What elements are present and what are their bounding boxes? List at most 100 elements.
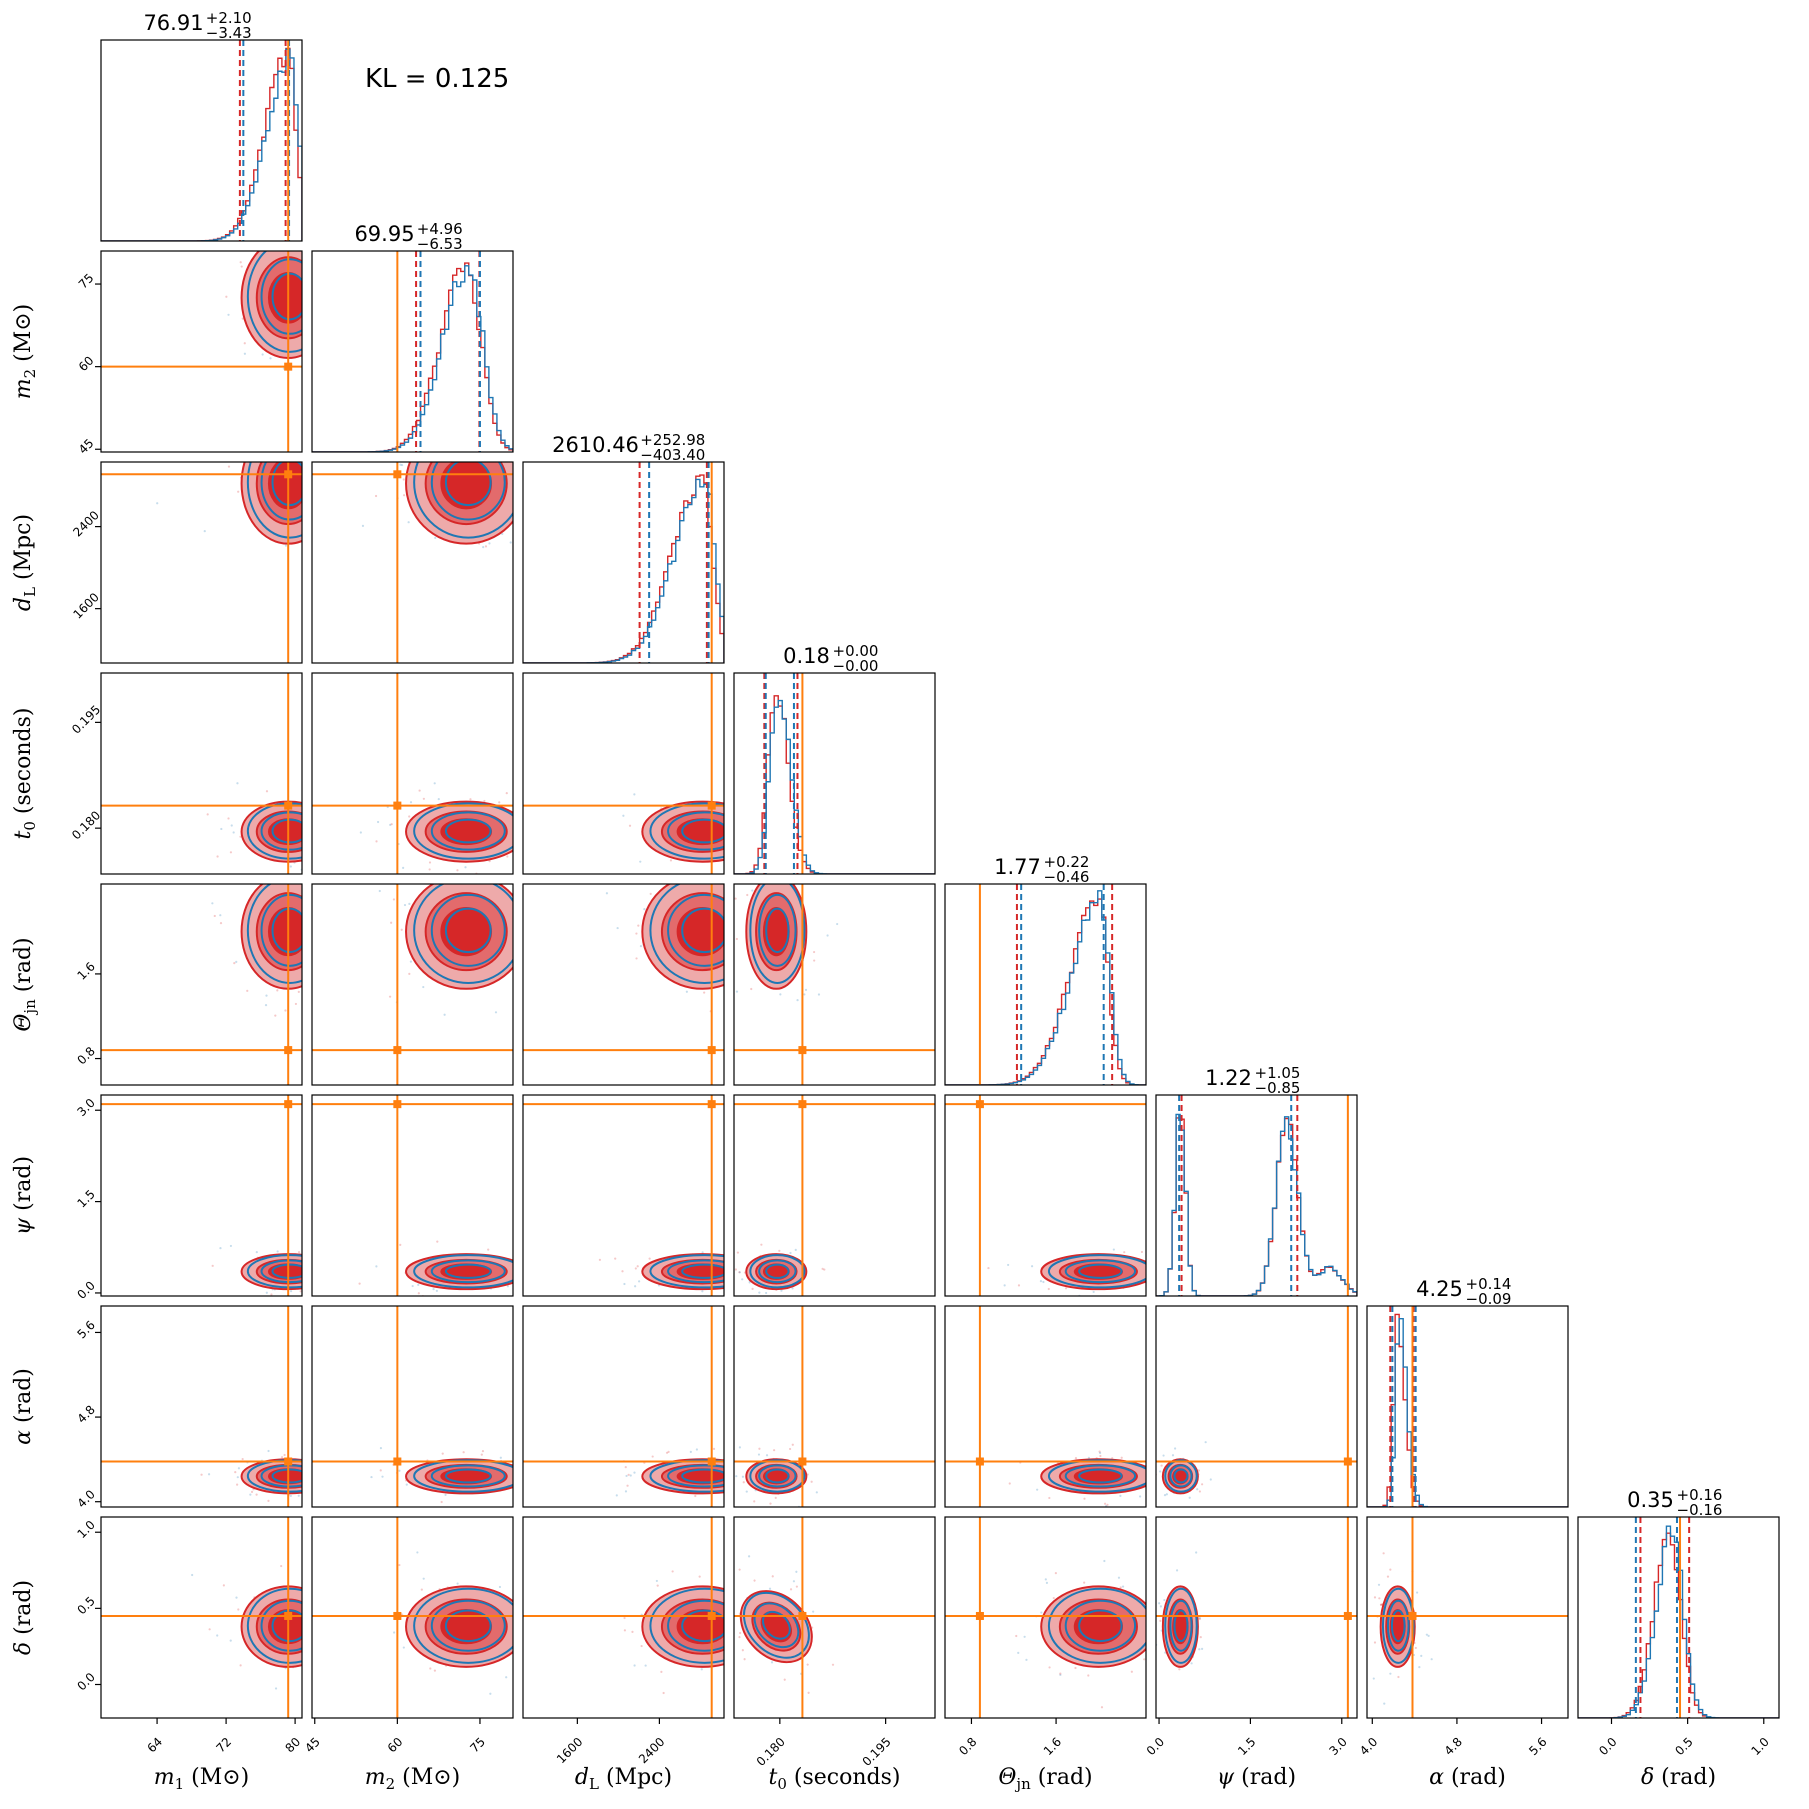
sample-point	[222, 1584, 225, 1587]
sample-point	[738, 1464, 740, 1466]
sample-point	[758, 1291, 761, 1294]
sample-point	[418, 433, 420, 435]
sample-point	[284, 1009, 287, 1012]
sample-point	[327, 972, 329, 974]
sample-point	[433, 782, 436, 785]
contour-blue-1	[667, 1599, 724, 1652]
contour-red-0	[405, 462, 513, 545]
contour-blue-0	[413, 1459, 513, 1493]
sample-point	[1163, 1494, 1167, 1497]
sample-point	[206, 813, 209, 816]
sample-point	[530, 832, 532, 834]
sample-point	[377, 266, 379, 268]
sample-point	[296, 454, 298, 456]
sample-point	[304, 1491, 306, 1493]
panel-5-1	[311, 1094, 560, 1297]
sample-point	[831, 1663, 835, 1666]
sample-point	[758, 1447, 761, 1450]
sample-point	[813, 959, 816, 962]
sample-point	[243, 352, 246, 355]
panel-frame	[944, 1094, 1147, 1297]
contour-blue-2	[271, 907, 302, 954]
sample-point	[634, 1267, 637, 1270]
histogram-4: 1.77 +0.22−0.46	[944, 853, 1147, 1086]
y-axis-label: δ (rad)	[11, 1580, 36, 1655]
sample-point	[689, 1450, 692, 1453]
sample-point	[156, 502, 159, 505]
sample-point	[674, 865, 676, 867]
title-minus: −0.85	[1255, 1079, 1301, 1097]
sample-point	[1201, 1483, 1204, 1486]
sample-point	[401, 423, 403, 425]
contour-blue-0	[413, 462, 513, 539]
sample-point	[417, 1292, 420, 1295]
sample-point	[727, 907, 729, 909]
sample-point	[433, 1669, 437, 1672]
sample-point	[742, 928, 744, 930]
sample-point	[440, 1500, 443, 1504]
sample-point	[614, 1257, 617, 1260]
sample-point	[349, 1260, 351, 1262]
sample-point	[294, 1002, 298, 1006]
sample-point	[203, 530, 206, 533]
sample-point	[334, 511, 336, 513]
sample-point	[728, 828, 730, 830]
title-plus: +0.16	[1677, 1486, 1723, 1504]
sample-point	[728, 972, 730, 974]
sample-point	[393, 1631, 396, 1634]
sample-point	[331, 1470, 333, 1472]
panel-frame	[100, 1094, 303, 1297]
sample-point	[227, 817, 230, 820]
sample-point	[429, 1667, 432, 1670]
sample-point	[328, 315, 330, 317]
sample-point	[736, 1251, 740, 1254]
sample-point	[276, 1250, 279, 1253]
sample-point	[1123, 1251, 1126, 1254]
sample-point	[741, 1456, 743, 1458]
contour-blue-2	[271, 462, 302, 507]
sample-point	[1427, 1634, 1430, 1637]
sample-point	[533, 535, 535, 537]
x-tick-label: 72	[214, 1735, 235, 1756]
sample-point	[239, 1664, 242, 1667]
sample-point	[748, 1644, 750, 1646]
sample-point	[738, 1470, 740, 1472]
title-plus: +4.96	[417, 220, 463, 238]
sample-point	[334, 1017, 336, 1019]
sample-point	[827, 925, 829, 927]
sample-point	[333, 832, 335, 834]
sample-point	[1414, 1646, 1417, 1650]
histogram-7: 0.35 +0.16−0.16	[1577, 1486, 1780, 1719]
sample-point	[627, 1473, 630, 1476]
histogram-3: 0.18 +0.00−0.00	[733, 642, 936, 875]
truth-marker	[798, 1611, 807, 1620]
sample-point	[332, 1610, 334, 1612]
sample-point	[558, 1270, 560, 1272]
panel-frame	[100, 883, 303, 1086]
sample-point	[734, 897, 737, 900]
sample-point	[649, 892, 652, 895]
panel-7-0	[100, 1516, 334, 1719]
sample-point	[314, 309, 316, 311]
sample-point	[313, 1261, 315, 1263]
sample-point	[564, 848, 566, 850]
panel-frame	[1155, 1305, 1358, 1508]
y-axis-label: dL (Mpc)	[11, 514, 39, 611]
sample-point	[306, 1636, 308, 1638]
sample-point	[836, 922, 839, 926]
sample-point	[729, 1593, 731, 1595]
panel-7-6	[1366, 1516, 1569, 1719]
contour-blue-0	[1381, 1587, 1415, 1664]
sample-point	[1153, 1260, 1155, 1262]
sample-point	[432, 1287, 435, 1291]
sample-point	[494, 1011, 498, 1014]
sample-point	[1165, 1493, 1168, 1496]
sample-point	[480, 1453, 483, 1456]
sample-point	[621, 1270, 624, 1273]
histogram-1: 69.95 +4.96−6.53	[311, 220, 514, 453]
sample-point	[546, 938, 548, 940]
sample-point	[643, 908, 646, 911]
sample-point	[255, 1250, 258, 1254]
sample-point	[357, 1009, 359, 1011]
x-tick-label: 3.0	[1326, 1735, 1349, 1758]
